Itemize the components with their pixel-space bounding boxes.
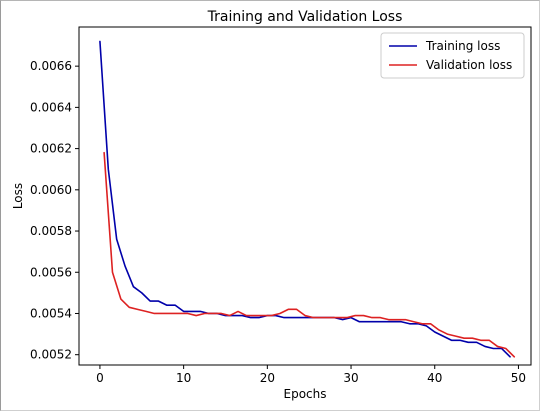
x-tick-label: 0 <box>96 371 104 385</box>
x-axis-title: Epochs <box>284 387 327 401</box>
y-tick-label: 0.0062 <box>30 142 72 156</box>
y-axis-title: Loss <box>11 183 25 209</box>
series-layer <box>99 40 516 358</box>
x-tick-label: 40 <box>427 371 442 385</box>
x-tick-label: 30 <box>343 371 358 385</box>
y-tick-label: 0.0064 <box>30 100 72 114</box>
x-tick-label: 20 <box>260 371 275 385</box>
plot-border <box>78 26 532 366</box>
x-axis: 0 10 20 30 40 50 <box>96 365 526 385</box>
legend-box <box>380 32 525 79</box>
y-tick-label: 0.0052 <box>30 348 72 362</box>
chart-title: Training and Validation Loss <box>207 9 403 25</box>
x-tick-label: 50 <box>511 371 526 385</box>
series-line-validation-loss <box>103 151 516 358</box>
y-axis: 0.0052 0.0054 0.0056 0.0058 0.0060 0.0062 0.00… <box>30 59 79 362</box>
y-tick-label: 0.0066 <box>30 59 72 73</box>
legend-label-training: Training loss <box>425 39 500 53</box>
y-tick-label: 0.0060 <box>30 183 72 197</box>
y-tick-label: 0.0058 <box>30 224 72 238</box>
y-tick-label: 0.0056 <box>30 265 72 279</box>
x-tick-label: 10 <box>176 371 191 385</box>
series-line-training-loss <box>99 40 511 358</box>
plot-area <box>78 26 532 366</box>
legend: Training loss Validation loss <box>380 32 525 79</box>
legend-label-validation: Validation loss <box>426 58 512 72</box>
y-tick-label: 0.0054 <box>30 306 72 320</box>
